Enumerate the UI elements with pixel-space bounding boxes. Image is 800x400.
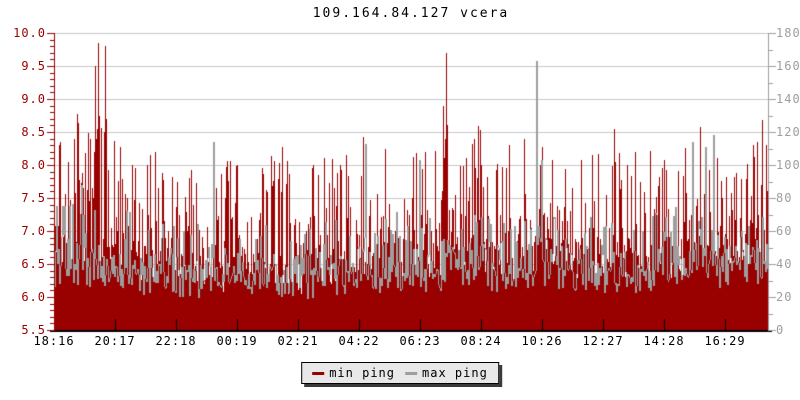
left-axis-tick-label: 6.5 xyxy=(21,257,46,271)
legend-item-max-ping: max ping xyxy=(405,366,488,380)
right-axis-tick-label: 140 xyxy=(776,92,800,106)
left-axis-tick-label: 8.5 xyxy=(21,125,46,139)
legend: min ping max ping xyxy=(301,362,499,384)
left-axis-tick-label: 5.5 xyxy=(21,323,46,337)
x-axis-tick-label: 12:27 xyxy=(582,334,624,348)
left-axis-tick-label: 7.0 xyxy=(21,224,46,238)
right-axis-tick-label: 40 xyxy=(776,257,793,271)
x-axis-tick-label: 18:16 xyxy=(33,334,75,348)
min-ping-swatch xyxy=(312,371,325,375)
right-axis-tick-label: 180 xyxy=(776,26,800,40)
right-axis-tick-label: 60 xyxy=(776,224,793,238)
x-axis-tick-label: 08:24 xyxy=(460,334,502,348)
legend-label-max-ping: max ping xyxy=(422,366,488,380)
left-axis-tick-label: 10.0 xyxy=(13,26,46,40)
x-axis-tick-label: 10:26 xyxy=(521,334,563,348)
left-axis-tick-label: 9.5 xyxy=(21,59,46,73)
right-axis-tick-label: 80 xyxy=(776,191,793,205)
right-axis-tick-label: 100 xyxy=(776,158,800,172)
right-axis-tick-label: 20 xyxy=(776,290,793,304)
x-axis-tick-label: 16:29 xyxy=(704,334,746,348)
x-axis-tick-label: 04:22 xyxy=(338,334,380,348)
right-axis-tick-label: 120 xyxy=(776,125,800,139)
right-axis-tick-label: 160 xyxy=(776,59,800,73)
max-ping-swatch xyxy=(405,371,417,375)
x-axis-tick-label: 06:23 xyxy=(399,334,441,348)
legend-item-min-ping: min ping xyxy=(312,366,395,380)
x-axis-tick-label: 20:17 xyxy=(94,334,136,348)
x-axis-tick-label: 14:28 xyxy=(643,334,685,348)
x-axis-tick-label: 02:21 xyxy=(277,334,319,348)
left-axis-tick-label: 7.5 xyxy=(21,191,46,205)
x-axis-tick-label: 00:19 xyxy=(216,334,258,348)
x-axis-tick-label: 22:18 xyxy=(155,334,197,348)
right-axis-tick-label: 0 xyxy=(776,323,785,337)
legend-label-min-ping: min ping xyxy=(329,366,395,380)
left-axis-tick-label: 8.0 xyxy=(21,158,46,172)
left-axis-tick-label: 6.0 xyxy=(21,290,46,304)
left-axis-tick-label: 9.0 xyxy=(21,92,46,106)
